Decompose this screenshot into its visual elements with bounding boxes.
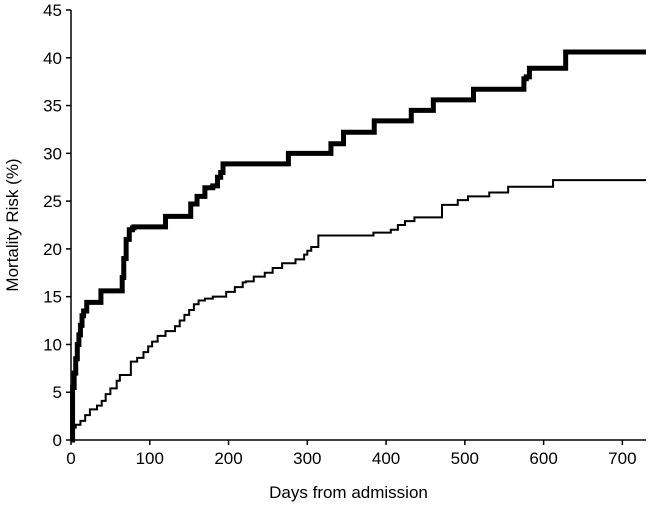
y-tick-label: 40: [43, 49, 62, 68]
x-tick-label: 700: [608, 449, 636, 468]
x-tick-label: 400: [372, 449, 400, 468]
x-axis-title: Days from admission: [269, 483, 428, 502]
y-tick-label: 20: [43, 240, 62, 259]
y-tick-label: 15: [43, 288, 62, 307]
y-tick-label: 35: [43, 97, 62, 116]
series-line-thin: [71, 179, 646, 441]
x-tick-label: 0: [66, 449, 75, 468]
y-axis-title: Mortality Risk (%): [3, 158, 22, 291]
x-axis-ticks: 0 100 200 300 400 500 600 700: [66, 440, 637, 468]
y-tick-label: 25: [43, 192, 62, 211]
y-tick-label: 0: [53, 431, 62, 450]
y-tick-label: 45: [43, 1, 62, 20]
series-layer: [70, 49, 646, 443]
y-tick-label: 10: [43, 335, 62, 354]
x-tick-label: 300: [293, 449, 321, 468]
y-tick-label: 30: [43, 144, 62, 163]
x-tick-label: 100: [136, 449, 164, 468]
x-tick-label: 500: [451, 449, 479, 468]
series-line-thick: [70, 49, 646, 443]
y-tick-label: 5: [53, 383, 62, 402]
x-tick-label: 200: [214, 449, 242, 468]
y-axis-ticks: 0 5 10 15 20 25 30 35 40 45: [43, 1, 71, 450]
x-tick-label: 600: [529, 449, 557, 468]
axes-layer: 0 5 10 15 20 25 30 35 40 45 0 100 200 300 400 500 600 70…: [43, 1, 646, 468]
